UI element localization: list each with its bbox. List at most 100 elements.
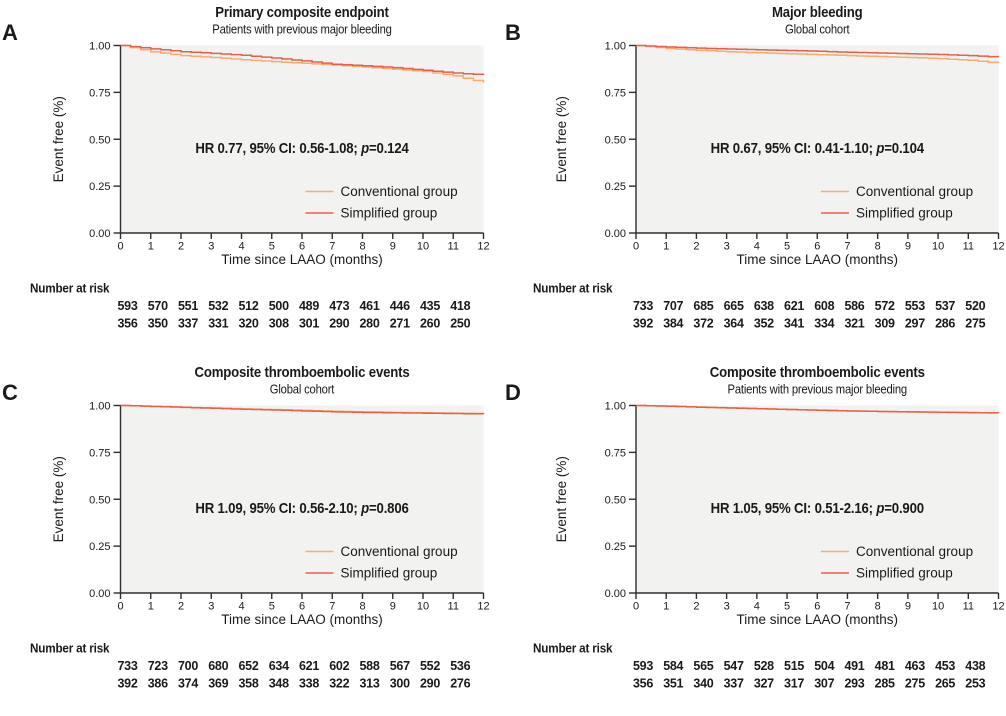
x-tick-label: 6 [299,241,305,253]
risk-value-conventional: 567 [390,659,410,673]
risk-value-conventional: 638 [754,299,774,313]
hr-p-italic: p [875,499,884,516]
risk-value-conventional: 621 [784,299,804,313]
x-tick-label: 0 [633,241,639,253]
panel-d: D Composite thromboembolic events Patients… [505,363,1005,691]
hr-suffix: =0.806 [369,499,409,516]
risk-value-simplified: 317 [784,677,804,691]
risk-row-simplified: 356 350 337 331 320 308 301 290 280 271 260 250 [118,317,471,331]
risk-value-simplified: 340 [693,677,713,691]
risk-value-conventional: 547 [724,659,744,673]
chart-title: Composite thromboembolic events [194,363,409,380]
legend-label-conventional: Conventional group [856,544,973,559]
plot-area [120,405,484,593]
risk-value-simplified: 260 [420,317,440,331]
risk-value-conventional: 621 [299,659,319,673]
risk-value-simplified: 280 [360,317,380,331]
legend-label-simplified: Simplified group [856,566,953,581]
panel-c: C Composite thromboembolic events Global c… [2,363,490,691]
panel-letter: D [505,380,521,405]
plot-area [636,45,999,233]
risk-value-conventional: 680 [208,659,228,673]
risk-value-conventional: 528 [754,659,774,673]
risk-row-simplified: 356 351 340 337 327 317 307 293 285 275 265 253 [633,677,986,691]
x-axis-label: Time since LAAO (months) [221,612,383,627]
risk-value-simplified: 293 [844,677,864,691]
risk-value-simplified: 392 [633,317,653,331]
risk-value-conventional: 500 [269,299,289,313]
chart-title: Composite thromboembolic events [710,363,925,380]
curve-simplified [636,44,1000,58]
risk-value-conventional: 586 [844,299,864,313]
legend: Conventional group Simplified group [305,544,458,581]
x-tick-label: 4 [754,241,760,253]
axes [113,44,485,239]
x-tick-label: 11 [963,241,974,253]
hr-annotation: HR 1.09, 95% CI: 0.56-2.10; p=0.806 [195,499,409,516]
x-tick-label: 5 [784,241,790,253]
risk-value-simplified: 275 [905,677,925,691]
chart-subtitle: Patients with previous major bleeding [212,22,391,37]
risk-value-conventional: 733 [118,659,138,673]
risk-value-simplified: 338 [299,677,319,691]
number-at-risk: Number at risk 593 570 551 532 512 500 489 473 46… [30,281,471,331]
hr-main: HR 0.77, 95% CI: 0.56-1.08; [195,139,361,156]
x-tick-label: 7 [844,241,850,253]
hr-annotation: HR 0.67, 95% CI: 0.41-1.10; p=0.104 [711,139,925,156]
x-tick-label: 9 [905,601,911,613]
x-tick-label: 3 [724,601,730,613]
y-tick-label: 0.00 [89,588,110,600]
risk-value-conventional: 707 [663,299,683,313]
chart-title: Major bleeding [772,3,863,20]
risk-row-conventional: 733 723 700 680 652 634 621 602 588 567 552 536 [118,659,471,673]
risk-value-conventional: 435 [420,299,440,313]
risk-value-conventional: 551 [178,299,198,313]
x-tick-label: 2 [178,601,184,613]
y-tick-label: 0.50 [89,494,110,506]
y-tick-label: 1.00 [89,401,110,413]
number-at-risk: Number at risk 593 584 565 547 528 515 504 491 48… [533,641,986,691]
legend-label-conventional: Conventional group [341,544,458,559]
x-tick-label: 8 [359,601,365,613]
risk-value-simplified: 301 [299,317,319,331]
legend-label-conventional: Conventional group [856,184,973,199]
hr-annotation: HR 1.05, 95% CI: 0.51-2.16; p=0.900 [711,499,925,516]
legend-label-conventional: Conventional group [341,184,458,199]
risk-value-simplified: 253 [965,677,985,691]
x-tick-label: 1 [663,241,669,253]
x-tick-label: 12 [477,601,489,613]
risk-value-simplified: 358 [239,677,259,691]
axes [113,404,485,599]
hr-p-italic: p [875,139,884,156]
risk-value-conventional: 532 [208,299,228,313]
y-tick-label: 1.00 [605,401,626,413]
hr-suffix: =0.124 [369,139,409,156]
y-tick-label: 0.75 [605,87,626,99]
x-axis-label: Time since LAAO (months) [221,252,383,267]
legend-label-simplified: Simplified group [856,206,953,221]
x-tick-label: 9 [905,241,911,253]
x-tick-label: 10 [932,241,944,253]
risk-row-conventional: 593 570 551 532 512 500 489 473 461 446 435 418 [118,299,471,313]
risk-value-simplified: 321 [844,317,864,331]
x-tick-label: 4 [238,241,244,253]
risk-value-simplified: 250 [450,317,470,331]
hr-p-italic: p [360,139,369,156]
curve-simplified [120,44,485,76]
x-axis-label: Time since LAAO (months) [736,612,898,627]
x-tick-label: 3 [724,241,730,253]
risk-value-conventional: 608 [814,299,834,313]
x-tick-label: 7 [329,601,335,613]
axes [629,44,1000,239]
y-tick-label: 0.50 [605,494,626,506]
x-tick-label: 7 [329,241,335,253]
x-tick-label: 2 [693,601,699,613]
legend-item-conventional: Conventional group [305,544,458,559]
legend-item-conventional: Conventional group [821,544,973,559]
y-tick-label: 0.50 [89,134,110,146]
y-tick-label: 0.75 [605,447,626,459]
risk-value-conventional: 438 [965,659,985,673]
risk-row-simplified: 392 386 374 369 358 348 338 322 313 300 290 276 [118,677,471,691]
hr-main: HR 1.05, 95% CI: 0.51-2.16; [711,499,877,516]
risk-value-simplified: 384 [663,317,683,331]
